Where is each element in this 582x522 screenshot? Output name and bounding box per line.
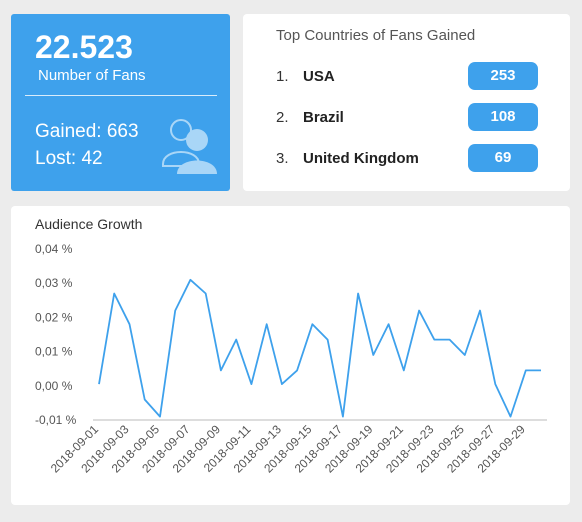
- country-name: Brazil: [303, 109, 344, 126]
- country-rank: 3.: [276, 150, 289, 167]
- y-tick-label: 0,00 %: [35, 379, 73, 393]
- fans-lost: Lost: 42: [35, 148, 103, 169]
- country-count-badge: 108: [468, 103, 538, 131]
- y-tick-label: 0,03 %: [35, 276, 73, 290]
- fans-summary-card: 22.523 Number of Fans Gained: 663 Lost: …: [11, 14, 230, 191]
- audience-growth-card: Audience Growth 0,04 % 0,03 % 0,02 % 0,01 %…: [11, 206, 570, 505]
- divider: [25, 95, 217, 96]
- country-name: USA: [303, 68, 335, 85]
- fans-count: 22.523: [35, 29, 133, 65]
- country-row: 1. USA 253: [276, 62, 538, 90]
- y-tick-label: 0,04 %: [35, 242, 73, 256]
- country-name: United Kingdom: [303, 150, 419, 167]
- fans-count-label: Number of Fans: [38, 67, 146, 84]
- audience-growth-chart: 0,04 %0,03 %0,02 %0,01 %0,00 %-0,01 %201…: [35, 242, 547, 476]
- chart-title: Audience Growth: [35, 216, 143, 232]
- country-count-badge: 69: [468, 144, 538, 172]
- series-line: [98, 278, 541, 418]
- y-tick-label: -0,01 %: [35, 413, 77, 427]
- users-icon: [162, 119, 217, 174]
- country-row: 3. United Kingdom 69: [276, 144, 538, 172]
- top-countries-card: Top Countries of Fans Gained 1. USA 253 …: [243, 14, 570, 191]
- country-row: 2. Brazil 108: [276, 103, 538, 131]
- country-rank: 2.: [276, 109, 289, 126]
- y-tick-label: 0,02 %: [35, 310, 73, 324]
- top-countries-title: Top Countries of Fans Gained: [276, 27, 476, 44]
- y-tick-label: 0,01 %: [35, 345, 73, 359]
- country-rank: 1.: [276, 68, 289, 85]
- fans-gained: Gained: 663: [35, 121, 139, 142]
- country-count-badge: 253: [468, 62, 538, 90]
